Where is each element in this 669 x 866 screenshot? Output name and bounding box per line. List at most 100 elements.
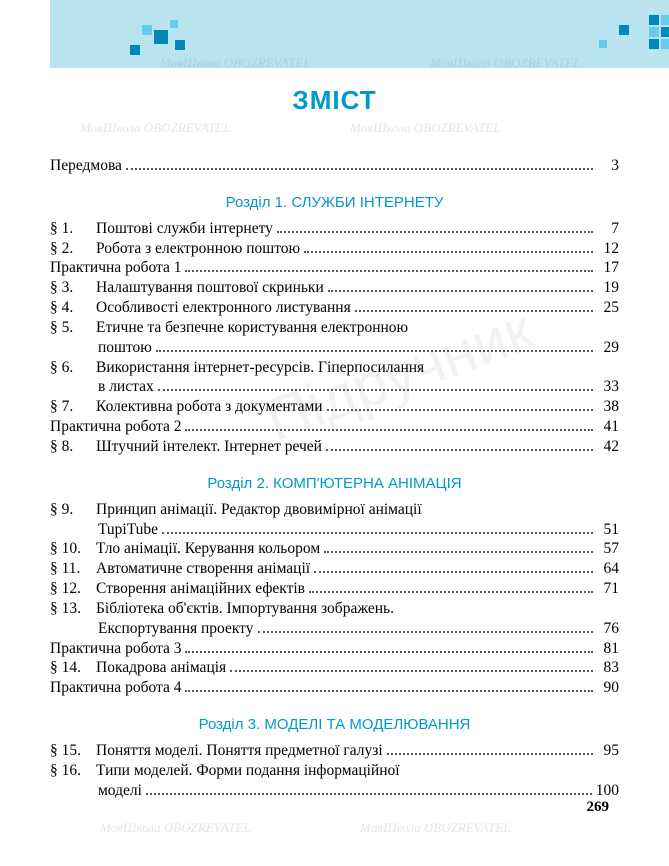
toc-text: Практична робота 2 [50, 417, 183, 437]
toc-page: 90 [595, 678, 619, 698]
toc-label: § 9. [50, 500, 96, 520]
toc-entry: § 7.Колективна робота з документами38 [50, 397, 619, 417]
toc-entry: § 15.Поняття моделі. Поняття предметної … [50, 741, 619, 761]
toc-text: Використання інтернет-ресурсів. Гіперпос… [96, 358, 426, 378]
toc-entry-continuation: TupiTube 51 [50, 520, 619, 540]
section-title: Розділ 3. МОДЕЛІ ТА МОДЕЛЮВАННЯ [50, 716, 619, 733]
toc-content: ЗМІСТ Передмова 3 Розділ 1. СЛУЖБИ ІНТЕР… [50, 85, 619, 801]
header-bar [50, 0, 669, 68]
toc-text: в листах [50, 377, 156, 397]
toc-text: Етичне та безпечне користування електрон… [96, 318, 410, 338]
toc-dots [146, 793, 592, 795]
toc-entry: Практична робота 3 81 [50, 639, 619, 659]
toc-page: 71 [595, 579, 619, 599]
toc-text: Колективна робота з документами [96, 397, 325, 417]
watermark: МояШкола OBOZREVATEL [360, 820, 511, 836]
toc-page: 42 [595, 437, 619, 457]
toc-label: § 3. [50, 278, 96, 298]
toc-entry: § 6.Використання інтернет-ресурсів. Гіпе… [50, 358, 619, 378]
toc-dots [185, 270, 593, 272]
toc-label: § 8. [50, 437, 96, 457]
toc-dots [185, 651, 593, 653]
toc-entry-continuation: в листах 33 [50, 377, 619, 397]
toc-entry: § 2.Робота з електронною поштою 12 [50, 239, 619, 259]
toc-entry-continuation: моделі100 [50, 781, 619, 801]
toc-text: Налаштування поштової скриньки [96, 278, 326, 298]
toc-dots [185, 690, 593, 692]
toc-text: Поштові служби інтернету [96, 219, 275, 239]
toc-page: 81 [595, 639, 619, 659]
toc-page: 29 [595, 338, 619, 358]
toc-label: § 6. [50, 358, 96, 378]
toc-entry: § 14.Покадрова анімація 83 [50, 658, 619, 678]
page-title: ЗМІСТ [50, 85, 619, 116]
toc-label: § 1. [50, 219, 96, 239]
toc-text: Створення анімаційних ефектів [96, 579, 307, 599]
toc-dots [126, 168, 593, 170]
toc-dots [162, 532, 593, 534]
toc-page: 33 [595, 377, 619, 397]
toc-dots [309, 591, 593, 593]
toc-entry-preface: Передмова 3 [50, 156, 619, 176]
toc-text: Практична робота 3 [50, 639, 183, 659]
toc-text: Штучний інтелект. Інтернет речей [96, 437, 324, 457]
toc-entry: § 1.Поштові служби інтернету7 [50, 219, 619, 239]
toc-text: Практична робота 4 [50, 678, 183, 698]
toc-entry: § 8.Штучний інтелект. Інтернет речей 42 [50, 437, 619, 457]
toc-label: § 12. [50, 579, 96, 599]
toc-page: 95 [595, 741, 619, 761]
toc-text: Практична робота 1 [50, 258, 183, 278]
toc-entry: Практична робота 2 41 [50, 417, 619, 437]
toc-text: Автоматичне створення анімації [96, 559, 312, 579]
toc-entry-continuation: поштою 29 [50, 338, 619, 358]
toc-dots [185, 429, 593, 431]
toc-entry: § 3.Налаштування поштової скриньки 19 [50, 278, 619, 298]
toc-page: 51 [595, 520, 619, 540]
toc-dots [258, 631, 594, 633]
toc-text: Типи моделей. Форми подання інформаційно… [96, 761, 402, 781]
toc-entry: § 13.Бібліотека об'єктів. Імпортування з… [50, 599, 619, 619]
toc-text: Передмова [50, 156, 124, 176]
toc-label: § 7. [50, 397, 96, 417]
toc-text: Тло анімації. Керування кольором [96, 539, 322, 559]
toc-label: § 2. [50, 239, 96, 259]
toc-text: Покадрова анімація [96, 658, 228, 678]
toc-entry: § 12.Створення анімаційних ефектів 71 [50, 579, 619, 599]
toc-text: Принцип анімації. Редактор двовимірної а… [96, 500, 424, 520]
toc-text: Експортування проекту [50, 619, 256, 639]
toc-dots [230, 670, 593, 672]
toc-label: § 10. [50, 539, 96, 559]
toc-entry: § 4.Особливості електронного листування2… [50, 298, 619, 318]
toc-dots [158, 389, 593, 391]
toc-dots [277, 231, 593, 233]
toc-text: Робота з електронною поштою [96, 239, 302, 259]
toc-page: 3 [595, 156, 619, 176]
toc-entry: § 10.Тло анімації. Керування кольором57 [50, 539, 619, 559]
toc-label: § 15. [50, 741, 96, 761]
toc-page: 19 [595, 278, 619, 298]
toc-dots [326, 449, 593, 451]
toc-entry: § 16.Типи моделей. Форми подання інформа… [50, 761, 619, 781]
toc-label: § 11. [50, 559, 96, 579]
toc-label: § 13. [50, 599, 96, 619]
toc-entry: § 9.Принцип анімації. Редактор двовимірн… [50, 500, 619, 520]
toc-text: моделі [50, 781, 144, 801]
toc-page: 12 [595, 239, 619, 259]
toc-text: TupiTube [50, 520, 160, 540]
toc-entry: Практична робота 117 [50, 258, 619, 278]
page-number: 269 [587, 799, 610, 816]
toc-label: § 4. [50, 298, 96, 318]
watermark: МояШкола OBOZREVATEL [100, 820, 251, 836]
toc-label: § 14. [50, 658, 96, 678]
toc-text: Бібліотека об'єктів. Імпортування зображ… [96, 599, 396, 619]
section-title: Розділ 1. СЛУЖБИ ІНТЕРНЕТУ [50, 194, 619, 211]
toc-page: 83 [595, 658, 619, 678]
toc-dots [328, 290, 593, 292]
toc-dots [355, 310, 593, 312]
toc-dots [156, 350, 593, 352]
toc-page: 76 [595, 619, 619, 639]
toc-label: § 5. [50, 318, 96, 338]
section-title: Розділ 2. КОМП'ЮТЕРНА АНІМАЦІЯ [50, 475, 619, 492]
toc-text: поштою [50, 338, 154, 358]
toc-page: 41 [595, 417, 619, 437]
